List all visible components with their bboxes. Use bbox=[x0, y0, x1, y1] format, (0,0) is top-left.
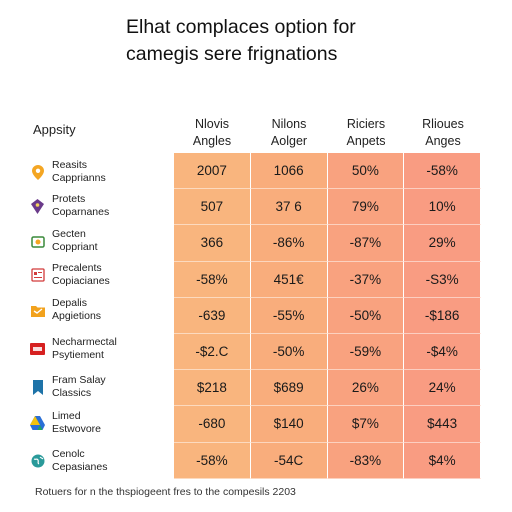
table-cell[interactable]: 24% bbox=[404, 370, 481, 407]
table-cell[interactable]: 507 bbox=[174, 189, 251, 226]
table-cell[interactable]: 451€ bbox=[250, 261, 328, 298]
table-cell[interactable]: 1066 bbox=[250, 153, 328, 190]
table-row: -58% -54C -83% $4% bbox=[174, 442, 481, 479]
table-cell[interactable]: -639 bbox=[174, 297, 251, 334]
table-row: $218 $689 26% 24% bbox=[174, 370, 481, 407]
table-cell[interactable]: -50% bbox=[250, 333, 328, 371]
row-label-line: Protets bbox=[52, 193, 86, 205]
footnote: Rotuers for n the thspiogeent fres to th… bbox=[35, 486, 296, 498]
title-line-2: camegis sere frignations bbox=[126, 43, 338, 65]
triangle-logo-icon bbox=[30, 416, 45, 431]
column-header-4[interactable]: Rlioues Anges bbox=[405, 116, 481, 150]
table-cell[interactable]: 79% bbox=[327, 189, 405, 226]
row-label-9[interactable]: Cenolc Cepasianes bbox=[30, 444, 107, 478]
table-cell[interactable]: $7% bbox=[327, 406, 405, 443]
table-cell[interactable]: -58% bbox=[174, 442, 251, 479]
table-cell[interactable]: $443 bbox=[404, 406, 481, 443]
table-cell[interactable]: -55% bbox=[250, 297, 328, 334]
row-label-line: Cenolc bbox=[52, 448, 85, 460]
row-label-line: Coppriant bbox=[52, 241, 98, 253]
table-cell[interactable]: -37% bbox=[327, 261, 405, 298]
row-label-line: Estwovore bbox=[52, 423, 102, 435]
column-header-3[interactable]: Riciers Anpets bbox=[328, 116, 404, 150]
row-label-6[interactable]: Necharmectal Psytiement bbox=[30, 332, 117, 366]
table-cell[interactable]: $218 bbox=[174, 370, 251, 407]
comparison-table: 2007 1066 50% -58% 507 37 6 79% 10% 366 … bbox=[174, 153, 481, 479]
table-cell[interactable]: 26% bbox=[327, 370, 405, 407]
table-cell[interactable]: -$4% bbox=[404, 333, 481, 371]
row-label-7[interactable]: Fram Salay Classics bbox=[30, 370, 106, 404]
title-line-1: Elhat complaces option for bbox=[126, 16, 356, 38]
row-label-5[interactable]: Depalis Apgietions bbox=[30, 293, 101, 327]
table-row: -$2.C -50% -59% -$4% bbox=[174, 333, 481, 371]
table-cell[interactable]: 37 6 bbox=[250, 189, 328, 226]
shield-icon bbox=[30, 198, 45, 214]
column-header-2[interactable]: Nilons Aolger bbox=[251, 116, 327, 150]
row-label-line: Capprianns bbox=[52, 172, 106, 184]
globe-icon bbox=[30, 454, 45, 469]
row-label-line: Coparnanes bbox=[52, 206, 110, 218]
table-cell[interactable]: -86% bbox=[250, 225, 328, 262]
row-label-4[interactable]: Precalents Copiacianes bbox=[30, 258, 110, 292]
row-label-line: Precalents bbox=[52, 262, 102, 274]
table-cell[interactable]: $689 bbox=[250, 370, 328, 407]
table-cell[interactable]: -83% bbox=[327, 442, 405, 479]
row-label-2[interactable]: Protets Coparnanes bbox=[30, 189, 109, 223]
column-header-line: Riciers bbox=[346, 117, 386, 131]
table-row: -680 $140 $7% $443 bbox=[174, 406, 481, 443]
row-label-line: Psytiement bbox=[52, 349, 104, 361]
table-cell[interactable]: -680 bbox=[174, 406, 251, 443]
column-header-1[interactable]: Nlovis Angles bbox=[174, 116, 250, 150]
row-label-line: Gecten bbox=[52, 228, 86, 240]
table-cell[interactable]: 10% bbox=[404, 189, 481, 226]
row-label-8[interactable]: Limed Estwovore bbox=[30, 406, 101, 440]
column-header-line: Nlovis bbox=[194, 117, 230, 131]
column-header-line: Nilons bbox=[271, 117, 307, 131]
document-icon bbox=[30, 268, 45, 283]
column-header-line: Aolger bbox=[270, 134, 308, 148]
brand-tile-icon bbox=[30, 342, 45, 357]
row-label-line: Cepasianes bbox=[52, 461, 108, 473]
column-header-line: Anpets bbox=[346, 134, 386, 148]
table-cell[interactable]: 366 bbox=[174, 225, 251, 262]
table-cell[interactable]: -50% bbox=[327, 297, 405, 334]
folder-icon bbox=[30, 303, 45, 318]
table-cell[interactable]: -S3% bbox=[404, 261, 481, 298]
row-label-3[interactable]: Gecten Coppriant bbox=[30, 224, 98, 258]
column-header-line: Anges bbox=[425, 134, 461, 148]
row-label-line: Necharmectal bbox=[52, 336, 117, 348]
table-cell[interactable]: 2007 bbox=[174, 153, 251, 190]
column-header-line: Angles bbox=[192, 134, 232, 148]
table-cell[interactable]: -54C bbox=[250, 442, 328, 479]
table-cell[interactable]: $140 bbox=[250, 406, 328, 443]
row-label-line: Depalis bbox=[52, 297, 88, 309]
row-label-line: Limed bbox=[52, 410, 81, 422]
table-cell[interactable]: -58% bbox=[174, 261, 251, 298]
table-row: 2007 1066 50% -58% bbox=[174, 153, 481, 190]
table-cell[interactable]: -58% bbox=[404, 153, 481, 190]
table-row: -639 -55% -50% -$186 bbox=[174, 297, 481, 334]
row-label-line: Classics bbox=[52, 387, 92, 399]
table-row: 507 37 6 79% 10% bbox=[174, 189, 481, 226]
table-cell[interactable]: -59% bbox=[327, 333, 405, 371]
row-label-1[interactable]: Reasits Capprianns bbox=[30, 155, 106, 189]
row-header-label: Appsity bbox=[33, 122, 76, 137]
table-cell[interactable]: -87% bbox=[327, 225, 405, 262]
page-title: Elhat complaces option for camegis sere … bbox=[126, 14, 486, 68]
table-cell[interactable]: $4% bbox=[404, 442, 481, 479]
row-label-line: Apgietions bbox=[52, 310, 102, 322]
table-cell[interactable]: 29% bbox=[404, 225, 481, 262]
row-label-line: Reasits bbox=[52, 159, 88, 171]
shopping-bag-icon bbox=[30, 234, 45, 249]
table-cell[interactable]: -$186 bbox=[404, 297, 481, 334]
column-header-line: Rlioues bbox=[422, 117, 464, 131]
table-row: 366 -86% -87% 29% bbox=[174, 225, 481, 262]
table-cell[interactable]: -$2.C bbox=[174, 333, 251, 371]
row-label-line: Copiacianes bbox=[52, 275, 110, 287]
table-cell[interactable]: 50% bbox=[327, 153, 405, 190]
row-label-line: Fram Salay bbox=[52, 374, 106, 386]
table-row: -58% 451€ -37% -S3% bbox=[174, 261, 481, 298]
bookmark-icon bbox=[30, 379, 45, 395]
location-pin-icon bbox=[30, 164, 45, 180]
